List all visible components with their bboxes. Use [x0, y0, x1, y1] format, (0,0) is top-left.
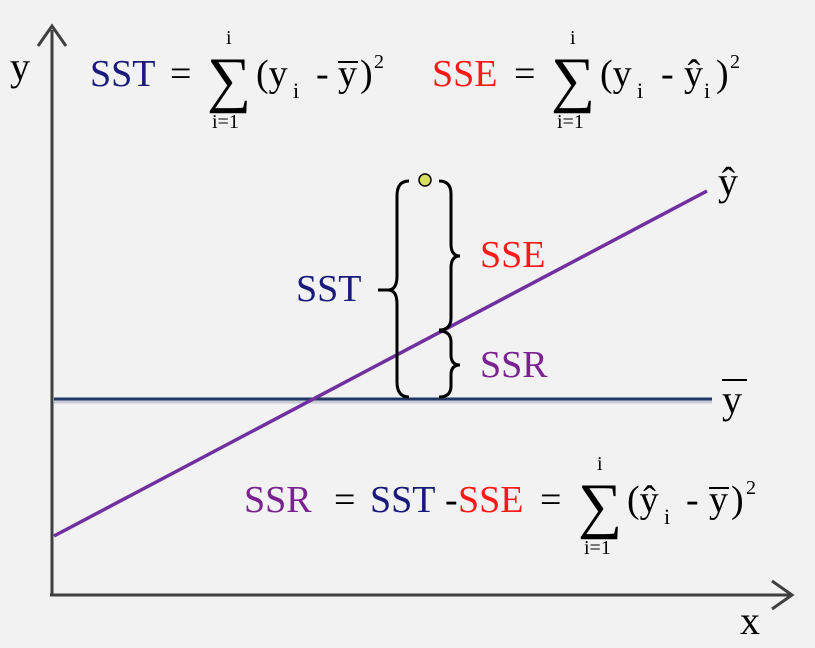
regression-line-label: ŷ [718, 159, 738, 204]
x-axis-arrowhead [771, 579, 795, 611]
ssr-sum-upper: i [597, 453, 603, 475]
ssr-body-power: 2 [746, 477, 756, 499]
sst-formula: SST = i ∑ i=1 (y i - y ) 2 [90, 27, 384, 133]
x-axis-label: x [740, 598, 760, 643]
sse-body-sub2: i [704, 78, 710, 103]
ssr-body-close: ) [731, 479, 744, 521]
sst-body-sub: i [293, 78, 299, 103]
sst-body-close: ) [360, 53, 373, 95]
ssr-body-sub: i [664, 504, 670, 529]
sse-body-yhat: ŷ [684, 53, 703, 95]
ssr-sum-sign: ∑ [578, 472, 622, 540]
sst-sum-lower: i=1 [212, 111, 239, 133]
sse-sum-upper: i [570, 27, 576, 49]
y-axis-label: y [10, 44, 30, 89]
ssr-formula-sst: SST [370, 479, 435, 521]
sse-body-sub: i [637, 78, 643, 103]
sse-brace [438, 179, 461, 332]
sst-formula-name: SST [90, 53, 155, 95]
ssr-sum-lower: i=1 [584, 537, 611, 559]
sse-formula-name: SSE [432, 53, 497, 95]
sst-body-open: (y [256, 53, 288, 95]
sst-sum-sign: ∑ [207, 46, 251, 114]
sse-body-close: ) [716, 53, 729, 95]
axes: y x [10, 23, 795, 643]
sse-sum-lower: i=1 [557, 111, 584, 133]
ssr-formula-dash: - [445, 479, 458, 521]
ssr-brace [438, 329, 461, 399]
ssr-formula-sse: SSE [458, 479, 523, 521]
sse-body-open: (y [600, 53, 632, 95]
sst-body-minus: - [316, 53, 329, 95]
ssr-body-open: (ŷ [627, 479, 659, 521]
sst-body-power: 2 [374, 51, 384, 73]
sst-formula-equals: = [170, 53, 191, 95]
sst-brace-label: SST [296, 268, 361, 310]
y-axis-arrowhead [36, 23, 68, 47]
sst-sum-upper: i [226, 27, 232, 49]
sse-sum-sign: ∑ [551, 46, 595, 114]
sse-brace-label: SSE [480, 234, 545, 276]
sse-body-minus: - [661, 53, 674, 95]
ssr-brace-label: SSR [480, 344, 548, 386]
mean-line-label: y [722, 377, 742, 422]
sse-formula: SSE = i ∑ i=1 (y i - ŷ i ) 2 [432, 27, 740, 133]
ssr-formula-equals-2: = [540, 479, 561, 521]
sst-body-ybar: y [338, 53, 357, 95]
ssr-formula-name: SSR [244, 479, 312, 521]
regression-line [53, 189, 708, 538]
regression-line-group: ŷ [53, 159, 738, 538]
ssr-formula: SSR = SST - SSE = i ∑ i=1 (ŷ i - y ) 2 [244, 453, 756, 559]
sst-brace [387, 179, 410, 399]
mean-line-group: y [54, 377, 747, 422]
sse-formula-equals: = [514, 53, 535, 95]
ssr-body-ybar: y [709, 479, 728, 521]
sse-body-power: 2 [730, 51, 740, 73]
ssr-formula-equals-1: = [334, 479, 355, 521]
ssr-body-minus: - [686, 479, 699, 521]
data-point [418, 173, 432, 187]
